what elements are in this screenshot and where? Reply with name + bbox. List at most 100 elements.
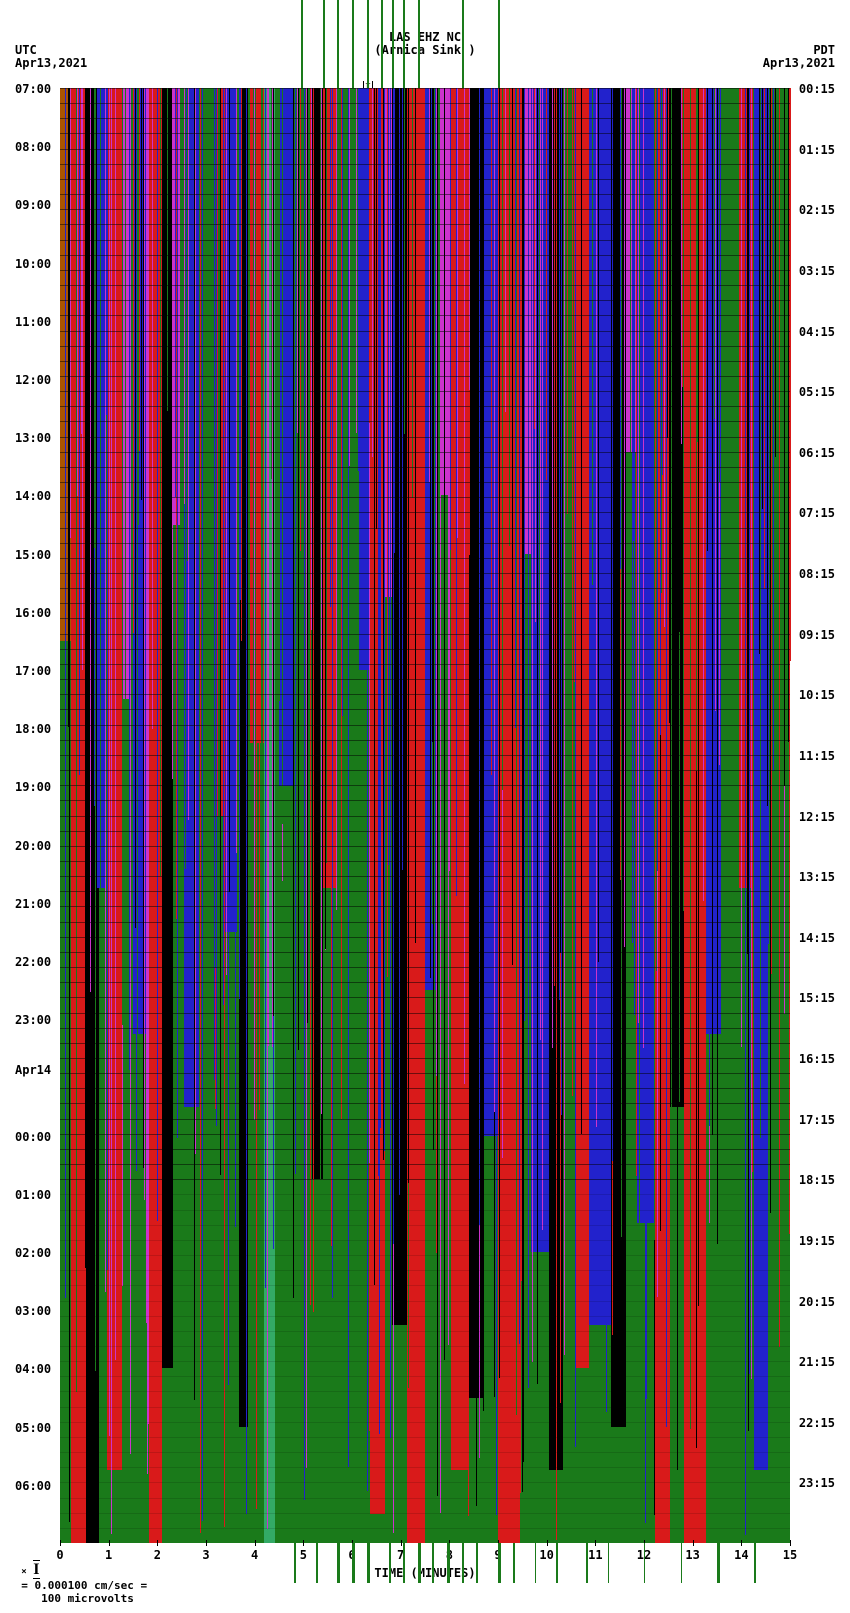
utc-time-label: 12:00	[15, 373, 51, 387]
trace-baseline	[60, 816, 790, 817]
trace-line	[528, 88, 529, 1388]
trace-baseline	[60, 573, 790, 574]
trace-line	[91, 88, 92, 1183]
trace-baseline	[60, 361, 790, 362]
trace-line	[372, 88, 373, 457]
trace-line	[384, 88, 385, 1151]
pdt-time-label: 19:15	[799, 1234, 835, 1248]
trace-line	[783, 88, 784, 858]
trace-line	[346, 88, 347, 1411]
trace-baseline	[60, 1513, 790, 1514]
trace-line	[143, 88, 144, 732]
trace-baseline	[60, 1437, 790, 1438]
trace-line	[70, 88, 71, 538]
trace-line	[762, 88, 763, 509]
trace-line	[148, 88, 149, 1424]
trace-line	[356, 88, 357, 433]
trace-line	[759, 88, 760, 654]
trace-line	[639, 88, 640, 1413]
trace-line	[336, 88, 337, 910]
trace-baseline	[60, 1210, 790, 1211]
trace-line	[542, 88, 543, 1121]
x-tick-mark	[790, 1540, 791, 1546]
overflow-line	[432, 1543, 434, 1583]
trace-baseline	[60, 1043, 790, 1044]
trace-line	[313, 88, 314, 1312]
trace-line	[157, 88, 158, 1221]
pdt-time-label: 12:15	[799, 810, 835, 824]
overflow-line	[462, 0, 464, 88]
trace-line	[771, 88, 772, 974]
trace-baseline	[60, 906, 790, 907]
trace-baseline	[60, 1301, 790, 1302]
pdt-time-label: 06:15	[799, 446, 835, 460]
trace-baseline	[60, 331, 790, 332]
trace-line	[394, 88, 395, 553]
trace-line	[130, 88, 131, 1454]
trace-baseline	[60, 1346, 790, 1347]
trace-baseline	[60, 376, 790, 377]
pdt-time-label: 21:15	[799, 1355, 835, 1369]
utc-time-label: 15:00	[15, 548, 51, 562]
trace-line	[402, 88, 403, 870]
pdt-time-label: 15:15	[799, 991, 835, 1005]
trace-line	[342, 88, 343, 716]
trace-line	[224, 88, 225, 1527]
trace-line	[556, 88, 557, 1540]
trace-line	[111, 88, 112, 1534]
utc-time-label: 13:00	[15, 431, 51, 445]
trace-baseline	[60, 285, 790, 286]
overflow-line	[498, 1543, 501, 1583]
trace-baseline	[60, 649, 790, 650]
trace-baseline	[60, 1134, 790, 1135]
overflow-line	[418, 0, 420, 88]
overflow-line	[535, 1543, 536, 1583]
trace-baseline	[60, 952, 790, 953]
trace-line	[499, 88, 500, 1378]
trace-line	[464, 88, 465, 1084]
trace-line	[751, 88, 752, 1379]
trace-baseline	[60, 528, 790, 529]
overflow-line	[323, 0, 325, 88]
trace-line	[667, 88, 668, 438]
trace-line	[137, 88, 138, 1356]
trace-line	[690, 88, 691, 1429]
overflow-line	[513, 1543, 515, 1583]
utc-time-label: 05:00	[15, 1421, 51, 1435]
trace-line	[524, 88, 525, 1021]
trace-baseline	[60, 1422, 790, 1423]
trace-line	[82, 88, 83, 670]
trace-line	[388, 88, 389, 865]
trace-line	[530, 88, 531, 469]
trace-baseline	[60, 497, 790, 498]
trace-line	[483, 88, 484, 1411]
utc-time-label: 08:00	[15, 140, 51, 154]
trace-line	[286, 88, 287, 647]
date-marker: Apr14	[15, 1063, 51, 1077]
trace-line	[775, 88, 776, 457]
utc-label: UTC	[15, 43, 37, 57]
trace-baseline	[60, 346, 790, 347]
trace-line	[147, 88, 148, 1474]
utc-time-label: 20:00	[15, 839, 51, 853]
trace-line	[522, 88, 523, 1492]
trace-baseline	[60, 846, 790, 847]
overflow-line	[352, 0, 354, 88]
helicorder-plot	[60, 88, 790, 1543]
trace-baseline	[60, 512, 790, 513]
trace-line	[550, 88, 551, 508]
utc-time-label: 03:00	[15, 1304, 51, 1318]
trace-line	[748, 88, 749, 687]
trace-line	[666, 88, 667, 1427]
trace-line	[185, 88, 186, 869]
pdt-time-label: 17:15	[799, 1113, 835, 1127]
trace-baseline	[60, 103, 790, 104]
trace-line	[79, 88, 80, 775]
trace-line	[712, 88, 713, 1135]
trace-line	[581, 88, 582, 1134]
overflow-line	[498, 0, 500, 88]
overflow-line	[381, 0, 383, 88]
trace-line	[321, 88, 322, 1114]
trace-baseline	[60, 800, 790, 801]
trace-line	[757, 88, 758, 417]
